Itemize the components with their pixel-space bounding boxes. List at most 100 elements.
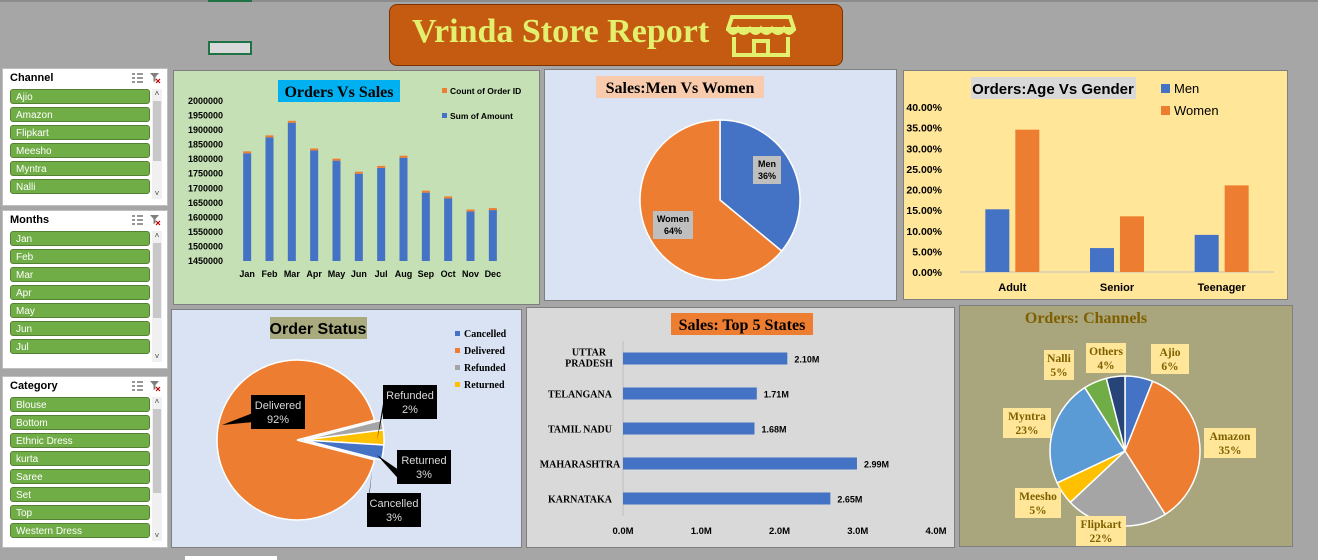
scroll-down-icon[interactable]: ˅ bbox=[154, 189, 160, 198]
bar-sum-of-amount-dec bbox=[488, 210, 497, 261]
slicer-scrollbar[interactable]: ˄ ˅ bbox=[152, 89, 162, 199]
data-label-refunded: Refunded bbox=[386, 390, 434, 402]
multi-select-icon[interactable] bbox=[131, 71, 161, 85]
slicer-item-kurta[interactable]: kurta bbox=[10, 451, 150, 466]
data-label-telangana: 1.71M bbox=[764, 390, 789, 400]
data-label-karnataka: 2.65M bbox=[837, 495, 862, 505]
data-label-amazon-bg bbox=[1204, 428, 1256, 458]
clear-filter-icon[interactable] bbox=[149, 71, 161, 85]
bar-uttar-pradesh bbox=[623, 352, 788, 365]
order-status-panel: Order Status Delivered 92% Refunded 2% Return… bbox=[171, 309, 522, 548]
bar-women-senior bbox=[1120, 216, 1144, 272]
slicer-item-set[interactable]: Set bbox=[10, 487, 150, 502]
y-tick-label: KARNATAKA bbox=[548, 495, 613, 506]
slicer-tools bbox=[131, 71, 161, 85]
slicer-item-western-dress[interactable]: Western Dress bbox=[10, 523, 150, 538]
clear-filter-icon[interactable] bbox=[149, 379, 161, 393]
y-tick-label: 1500000 bbox=[188, 241, 223, 251]
x-tick-label: 2.0M bbox=[769, 526, 790, 537]
bar-count-of-order-id-mar bbox=[287, 120, 296, 123]
bar-count-of-order-id-jun bbox=[354, 171, 363, 174]
slicer-item-meesho[interactable]: Meesho bbox=[10, 143, 150, 158]
scroll-up-icon[interactable]: ˄ bbox=[154, 89, 160, 98]
data-label-nalli-bg bbox=[1044, 350, 1074, 380]
data-label-returned-bg bbox=[397, 450, 451, 484]
scrollbar-thumb[interactable] bbox=[153, 243, 161, 318]
data-label-amazon-pct: 35% bbox=[1219, 445, 1242, 457]
selected-cell[interactable] bbox=[208, 41, 252, 55]
slicer-item-ajio[interactable]: Ajio bbox=[10, 89, 150, 104]
y-tick-label: 0.00% bbox=[912, 267, 942, 279]
slicer-item-nalli[interactable]: Nalli bbox=[10, 179, 150, 194]
y-tick-label: 35.00% bbox=[906, 123, 942, 135]
slicer-item-amazon[interactable]: Amazon bbox=[10, 107, 150, 122]
slicer-header: Channel bbox=[10, 72, 54, 84]
slicer-item-saree[interactable]: Saree bbox=[10, 469, 150, 484]
slicer-item-bottom[interactable]: Bottom bbox=[10, 415, 150, 430]
y-tick-label: TAMIL NADU bbox=[548, 425, 612, 436]
orders-channels-chart: Orders: Channels Ajio 6% Amazon 35% Flipkart 2… bbox=[1003, 310, 1256, 546]
slicer-item-feb[interactable]: Feb bbox=[10, 249, 150, 264]
bar-count-of-order-id-may bbox=[332, 158, 341, 161]
bar-men-senior bbox=[1090, 248, 1114, 272]
slicer-item-blouse[interactable]: Blouse bbox=[10, 397, 150, 412]
y-tick-label: 1650000 bbox=[188, 198, 223, 208]
slicer-item-flipkart[interactable]: Flipkart bbox=[10, 125, 150, 140]
y-tick-label: 20.00% bbox=[906, 185, 942, 197]
x-tick-label: 3.0M bbox=[847, 526, 868, 537]
chart-title-bg bbox=[596, 76, 764, 98]
x-tick-label: Mar bbox=[284, 269, 301, 279]
data-label-returned-pointer bbox=[377, 455, 397, 478]
data-label-women-bg bbox=[653, 211, 693, 239]
legend-label-delivered: Delivered bbox=[464, 346, 505, 357]
orders-vs-sales-panel: Orders Vs Sales 2000000 1950000 1900000 1850… bbox=[173, 70, 540, 305]
slicer-item-jul[interactable]: Jul bbox=[10, 339, 150, 354]
channels-slice-others bbox=[1105, 375, 1126, 452]
slicer-item-apr[interactable]: Apr bbox=[10, 285, 150, 300]
y-tick-label: UTTAR PRADESH bbox=[565, 348, 613, 370]
scrollbar-thumb[interactable] bbox=[153, 101, 161, 161]
data-label-meesho: Meesho bbox=[1019, 491, 1057, 503]
scroll-up-icon[interactable]: ˄ bbox=[154, 231, 160, 240]
chart-title-bg bbox=[278, 80, 400, 102]
data-label-meesho-bg bbox=[1015, 488, 1061, 518]
data-label-others-pct: 4% bbox=[1097, 360, 1114, 372]
slicer-item-top[interactable]: Top bbox=[10, 505, 150, 520]
sheet-tab[interactable] bbox=[185, 556, 277, 560]
data-label-nalli: Nalli bbox=[1047, 353, 1071, 365]
slicer-scrollbar[interactable]: ˄ ˅ bbox=[152, 231, 162, 362]
data-label-maharashtra: 2.99M bbox=[864, 460, 889, 470]
y-tick-label: 2000000 bbox=[188, 96, 223, 106]
scrollbar-thumb[interactable] bbox=[153, 409, 161, 493]
scroll-down-icon[interactable]: ˅ bbox=[154, 352, 160, 361]
slicer-item-mar[interactable]: Mar bbox=[10, 267, 150, 282]
slicer-item-jun[interactable]: Jun bbox=[10, 321, 150, 336]
x-tick-label: Oct bbox=[441, 269, 456, 279]
x-tick-label: Feb bbox=[261, 269, 278, 279]
clear-filter-icon[interactable] bbox=[149, 213, 161, 227]
bar-men-adult bbox=[985, 209, 1010, 272]
data-label-men-bg bbox=[753, 156, 781, 184]
slicer-item-may[interactable]: May bbox=[10, 303, 150, 318]
slicer-scrollbar[interactable]: ˄ ˅ bbox=[152, 397, 162, 541]
data-label-nalli-pct: 5% bbox=[1050, 367, 1067, 379]
data-label-others-bg bbox=[1086, 343, 1126, 373]
scroll-down-icon[interactable]: ˅ bbox=[154, 531, 160, 540]
men-women-slice-men bbox=[719, 119, 801, 253]
slicer-item-myntra[interactable]: Myntra bbox=[10, 161, 150, 176]
y-tick-label: 1700000 bbox=[188, 183, 223, 193]
legend-label-returned: Returned bbox=[464, 380, 505, 391]
bar-sum-of-amount-nov bbox=[466, 211, 475, 261]
bar-count-of-order-id-apr bbox=[310, 148, 319, 151]
data-label-flipkart-pct: 22% bbox=[1090, 533, 1113, 545]
multi-select-icon[interactable] bbox=[131, 213, 161, 227]
x-tick-label: Aug bbox=[395, 269, 413, 279]
bar-karnataka bbox=[623, 492, 831, 505]
multi-select-icon[interactable] bbox=[131, 379, 161, 393]
slicer-item-jan[interactable]: Jan bbox=[10, 231, 150, 246]
slicer-tools bbox=[131, 213, 161, 227]
slicer-item-ethnic-dress[interactable]: Ethnic Dress bbox=[10, 433, 150, 448]
bar-sum-of-amount-mar bbox=[287, 122, 296, 261]
scroll-up-icon[interactable]: ˄ bbox=[154, 397, 160, 406]
data-label-meesho-pct: 5% bbox=[1029, 505, 1046, 517]
